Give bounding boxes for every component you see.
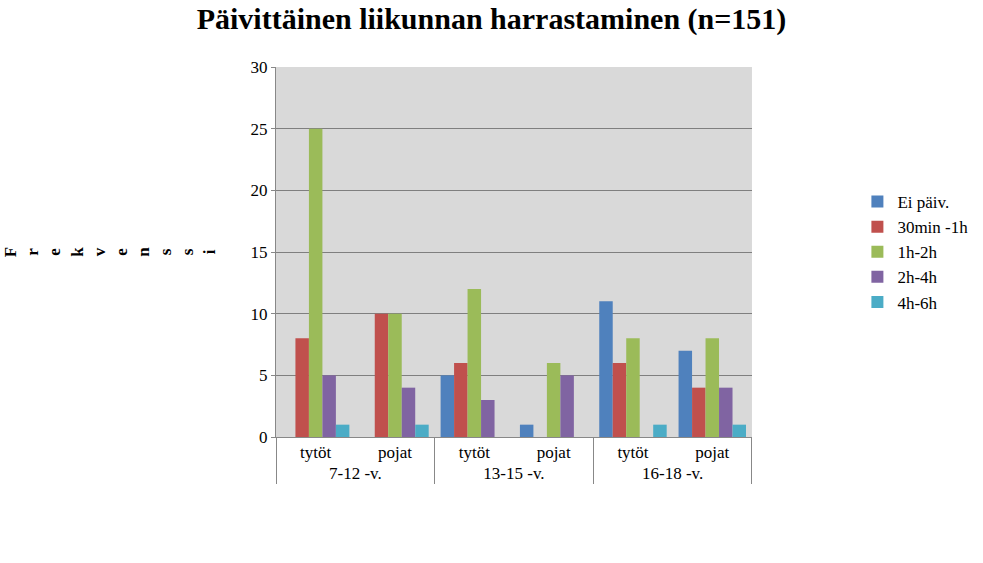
svg-text:16-18 -v.: 16-18 -v. <box>642 464 703 483</box>
svg-text:pojat: pojat <box>537 443 571 462</box>
svg-text:0: 0 <box>259 428 268 447</box>
svg-text:30: 30 <box>251 58 268 77</box>
svg-text:tytöt: tytöt <box>617 443 648 462</box>
svg-text:20: 20 <box>251 181 268 200</box>
svg-text:25: 25 <box>251 120 268 139</box>
svg-text:15: 15 <box>251 243 268 262</box>
svg-text:10: 10 <box>251 305 268 324</box>
svg-text:2h-4h: 2h-4h <box>897 268 937 287</box>
svg-text:1h-2h: 1h-2h <box>897 243 937 262</box>
svg-text:30min -1h: 30min -1h <box>897 218 968 237</box>
svg-text:Ei päiv.: Ei päiv. <box>897 193 949 212</box>
svg-text:tytöt: tytöt <box>300 443 331 462</box>
svg-text:13-15 -v.: 13-15 -v. <box>483 464 544 483</box>
svg-text:tytöt: tytöt <box>459 443 490 462</box>
svg-text:Päivittäinen liikunnan harrast: Päivittäinen liikunnan harrastaminen (n=… <box>197 2 787 36</box>
svg-text:7-12 -v.: 7-12 -v. <box>329 464 382 483</box>
svg-text:4h-6h: 4h-6h <box>897 294 937 313</box>
svg-text:pojat: pojat <box>378 443 412 462</box>
svg-text:pojat: pojat <box>695 443 729 462</box>
svg-text:5: 5 <box>259 366 268 385</box>
svg-text:Frekvenssi: Frekvenssi <box>1 247 219 257</box>
